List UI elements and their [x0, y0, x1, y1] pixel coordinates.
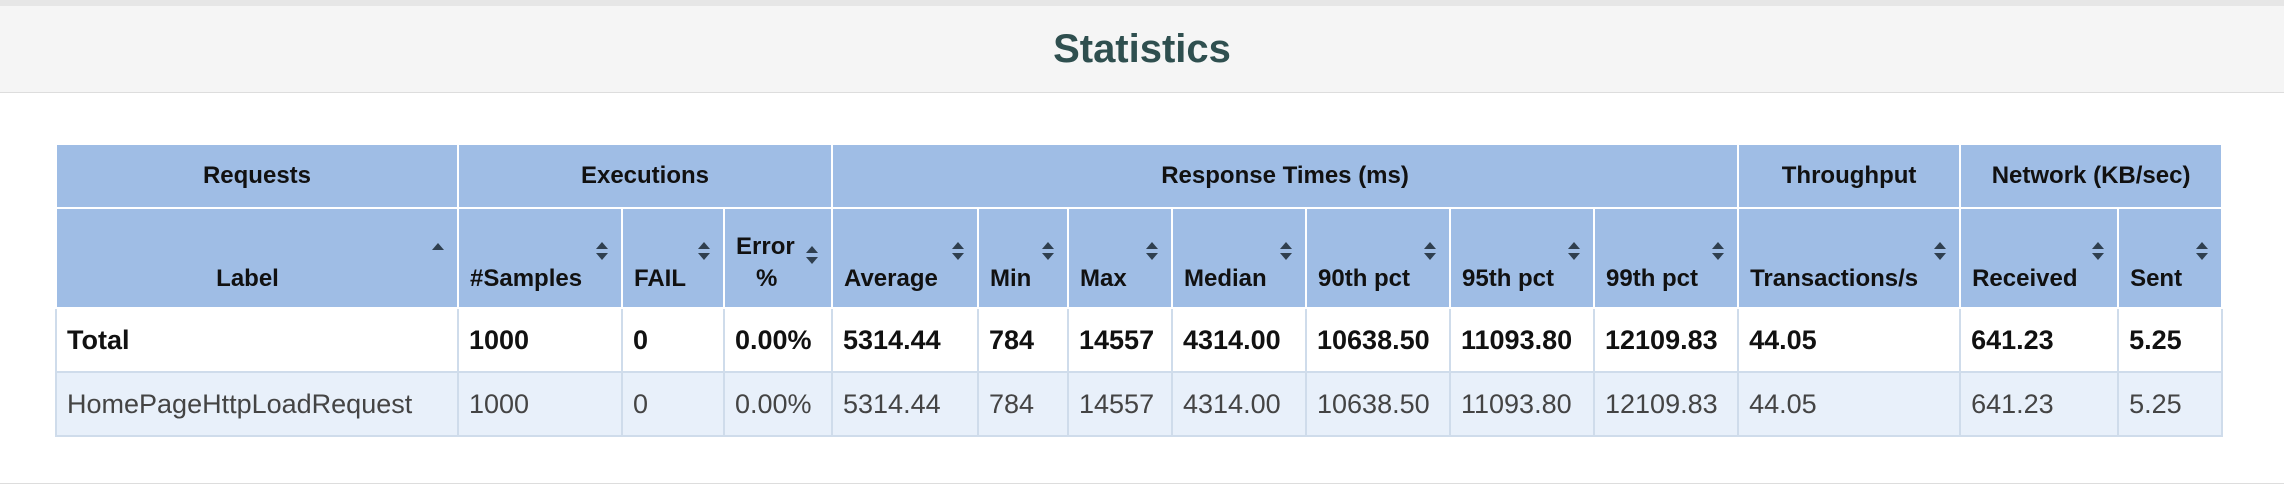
cell-median: 4314.00 [1172, 308, 1307, 373]
cell-average: 5314.44 [832, 308, 979, 373]
cell-99th-pct: 12109.83 [1594, 308, 1740, 373]
sort-both-icon [1145, 239, 1159, 263]
cell-samples: 1000 [458, 372, 623, 437]
column-header-label[interactable]: Label [55, 207, 459, 309]
cell-min: 784 [978, 308, 1069, 373]
cell-90th-pct: 10638.50 [1306, 308, 1451, 373]
cell-max: 14557 [1068, 308, 1173, 373]
sort-both-icon [1279, 239, 1293, 263]
cell-90th-pct: 10638.50 [1306, 372, 1451, 437]
cell-99th-pct: 12109.83 [1594, 372, 1740, 437]
column-header-median[interactable]: Median [1171, 207, 1307, 309]
group-header-response-times: Response Times (ms) [830, 143, 1740, 209]
sort-both-icon [1567, 239, 1581, 263]
sort-both-icon [805, 243, 819, 267]
table-row: HomePageHttpLoadRequest 1000 0 0.00% 531… [55, 372, 2224, 437]
column-header-fail-text: FAIL [634, 265, 686, 292]
column-header-max[interactable]: Max [1067, 207, 1173, 309]
cell-95th-pct: 11093.80 [1450, 308, 1595, 373]
column-header-median-text: Median [1184, 265, 1267, 292]
cell-received: 641.23 [1960, 372, 2120, 437]
top-border [0, 0, 2284, 6]
column-header-samples-text: #Samples [470, 265, 583, 292]
panel-body: Requests Executions Response Times (ms) … [0, 93, 2284, 437]
cell-median: 4314.00 [1172, 372, 1307, 437]
cell-samples: 1000 [458, 308, 623, 373]
cell-transactions: 44.05 [1738, 308, 1962, 373]
column-header-samples[interactable]: #Samples [457, 207, 623, 309]
cell-max: 14557 [1068, 372, 1173, 437]
page-title: Statistics [1053, 26, 1231, 71]
cell-sent: 5.25 [2118, 308, 2224, 373]
column-header-average[interactable]: Average [831, 207, 979, 309]
column-header-90th-pct-text: 90th pct [1318, 265, 1411, 292]
group-header-network: Network (KB/sec) [1959, 143, 2224, 209]
column-header-95th-pct-text: 95th pct [1462, 265, 1555, 292]
cell-min: 784 [978, 372, 1069, 437]
cell-label: HomePageHttpLoadRequest [55, 372, 459, 437]
column-header-error-pct[interactable]: Error % [723, 207, 833, 309]
column-header-min[interactable]: Min [977, 207, 1069, 309]
cell-label: Total [55, 308, 459, 373]
statistics-table: Requests Executions Response Times (ms) … [55, 143, 2224, 437]
column-header-max-text: Max [1080, 265, 1127, 292]
column-header-row: Label #Samples FAIL Error % Averag [55, 207, 2224, 309]
column-header-fail[interactable]: FAIL [621, 207, 725, 309]
column-header-transactions-text: Transactions/s [1750, 265, 1919, 292]
table-row-total: Total 1000 0 0.00% 5314.44 784 14557 431… [55, 308, 2224, 373]
sort-ascending-icon [431, 239, 445, 263]
sort-both-icon [1423, 239, 1437, 263]
cell-fail: 0 [622, 308, 725, 373]
column-header-transactions[interactable]: Transactions/s [1737, 207, 1962, 309]
panel-heading: Statistics [0, 6, 2284, 93]
sort-both-icon [1711, 239, 1725, 263]
sort-both-icon [697, 239, 711, 263]
column-header-95th-pct[interactable]: 95th pct [1449, 207, 1595, 309]
cell-error-pct: 0.00% [724, 372, 833, 437]
column-header-received[interactable]: Received [1959, 207, 2120, 309]
cell-transactions: 44.05 [1738, 372, 1962, 437]
column-header-sent[interactable]: Sent [2117, 207, 2224, 309]
sort-both-icon [1041, 239, 1055, 263]
column-header-min-text: Min [990, 265, 1032, 292]
cell-sent: 5.25 [2118, 372, 2224, 437]
cell-95th-pct: 11093.80 [1450, 372, 1595, 437]
group-header-requests: Requests [55, 143, 459, 209]
column-header-99th-pct-text: 99th pct [1606, 265, 1699, 292]
group-header-executions: Executions [457, 143, 833, 209]
sort-both-icon [595, 239, 609, 263]
column-header-99th-pct[interactable]: 99th pct [1592, 207, 1740, 309]
sort-both-icon [2091, 239, 2105, 263]
column-header-label-text: Label [216, 265, 279, 292]
column-header-error-pct-line2: % [756, 265, 778, 292]
cell-received: 641.23 [1960, 308, 2120, 373]
cell-fail: 0 [622, 372, 725, 437]
column-header-90th-pct[interactable]: 90th pct [1305, 207, 1451, 309]
cell-error-pct: 0.00% [724, 308, 833, 373]
column-header-average-text: Average [844, 265, 938, 292]
group-header-throughput: Throughput [1737, 143, 1962, 209]
column-header-sent-text: Sent [2130, 265, 2183, 292]
column-header-error-pct-line1: Error [736, 233, 795, 260]
sort-both-icon [951, 239, 965, 263]
sort-both-icon [2195, 239, 2209, 263]
cell-average: 5314.44 [832, 372, 979, 437]
group-header-row: Requests Executions Response Times (ms) … [55, 143, 2224, 209]
column-header-received-text: Received [1972, 265, 2078, 292]
sort-both-icon [1933, 239, 1947, 263]
